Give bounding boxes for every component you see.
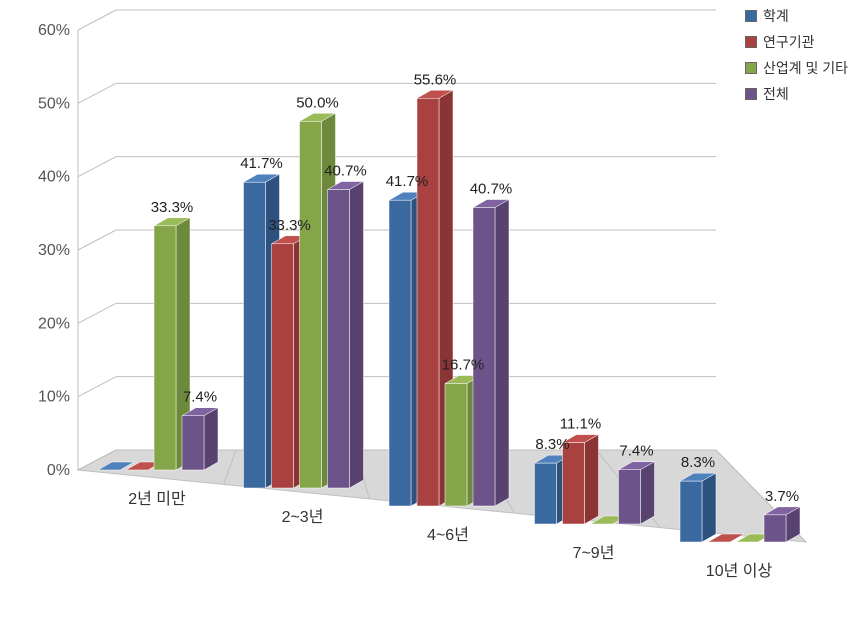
data-label: 41.7% — [240, 155, 283, 172]
bar-front — [328, 190, 350, 488]
y-tick-label: 30% — [38, 242, 70, 259]
bar-front — [389, 200, 411, 506]
legend-swatch — [745, 88, 757, 100]
x-tick-label: 2년 미만 — [128, 490, 186, 508]
data-label: 11.1% — [560, 416, 601, 433]
y-tick-label: 10% — [38, 389, 70, 406]
data-label: 33.3% — [151, 199, 194, 216]
legend-item: 연구기관 — [745, 32, 848, 52]
data-label: 16.7% — [442, 357, 485, 374]
bar-front — [619, 470, 641, 524]
bar-front — [272, 244, 294, 488]
bar-front — [764, 515, 786, 542]
bar-side — [585, 435, 599, 524]
bar-side — [495, 200, 509, 506]
data-label: 8.3% — [535, 436, 569, 453]
chart-legend: 학계연구기관산업계 및 기타전체 — [745, 6, 848, 110]
legend-label: 전체 — [763, 84, 789, 104]
legend-label: 학계 — [763, 6, 789, 26]
x-tick-label: 7~9년 — [573, 544, 615, 562]
data-label: 7.4% — [619, 443, 653, 460]
bar-chart-3d: 0% 10% 20% 30% 40% 50% 60% 33.3% 7.4% 41.7% 33.3% 5… — [0, 0, 860, 618]
y-tick-label: 60% — [38, 22, 70, 39]
data-label: 40.7% — [324, 163, 367, 180]
data-label: 50.0% — [296, 94, 339, 111]
bar-front — [563, 443, 585, 524]
bar-front — [300, 121, 322, 488]
bar-front — [445, 384, 467, 506]
bar-front — [535, 463, 557, 524]
legend-swatch — [745, 62, 757, 74]
data-label: 40.7% — [470, 181, 513, 198]
bar-side — [641, 462, 655, 524]
bar-front — [154, 226, 176, 470]
y-tick-label: 50% — [38, 95, 70, 112]
data-label: 3.7% — [765, 488, 799, 505]
bar-front — [182, 416, 204, 470]
legend-item: 산업계 및 기타 — [745, 58, 848, 78]
y-tick-label: 40% — [38, 169, 70, 186]
bar-side — [702, 473, 716, 542]
legend-label: 산업계 및 기타 — [763, 58, 848, 78]
legend-label: 연구기관 — [763, 32, 815, 52]
legend-swatch — [745, 36, 757, 48]
grid: 0% 10% 20% 30% 40% 50% 60% — [38, 10, 716, 479]
bar-side — [204, 408, 218, 470]
data-label: 55.6% — [414, 71, 457, 88]
x-tick-label: 2~3년 — [282, 508, 324, 526]
data-label: 41.7% — [386, 173, 429, 190]
legend-swatch — [745, 10, 757, 22]
y-tick-label: 0% — [47, 462, 70, 479]
x-tick-label: 4~6년 — [427, 526, 469, 544]
bar-front — [680, 481, 702, 542]
data-label: 8.3% — [681, 454, 715, 471]
data-label: 33.3% — [268, 217, 311, 234]
data-label: 7.4% — [183, 389, 217, 406]
y-tick-label: 20% — [38, 315, 70, 332]
legend-item: 전체 — [745, 84, 848, 104]
bar-front — [417, 98, 439, 506]
legend-item: 학계 — [745, 6, 848, 26]
bar-front — [244, 182, 266, 488]
x-tick-label: 10년 이상 — [706, 562, 773, 580]
bar-side — [350, 182, 364, 488]
